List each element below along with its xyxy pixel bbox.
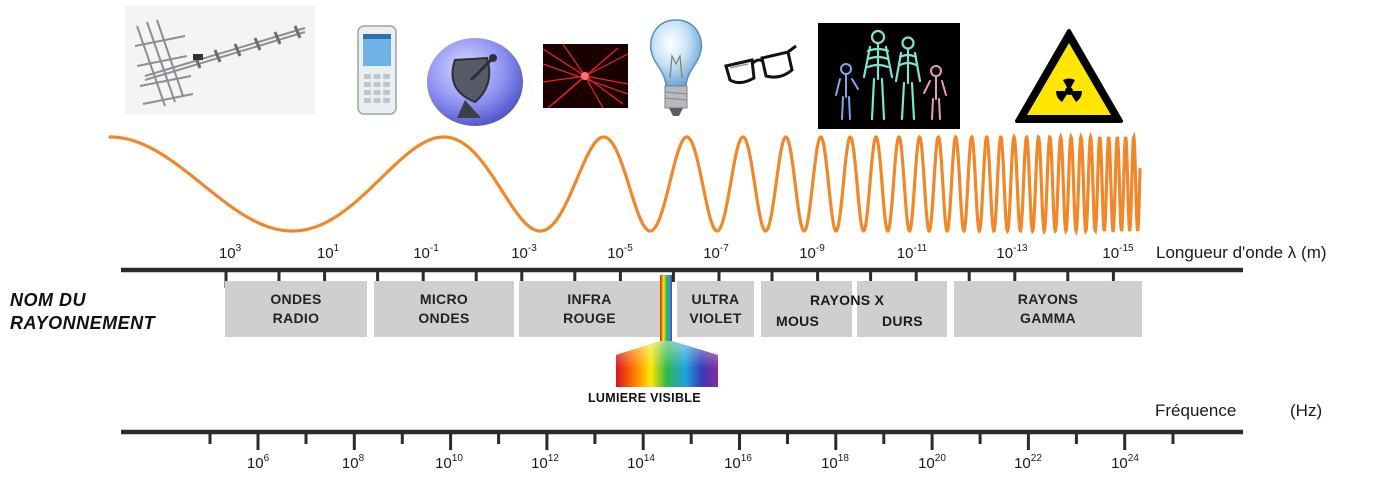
wavelength-tick-label-9: 10-15 <box>1102 243 1134 262</box>
band-infrared: INFRA ROUGE <box>519 281 660 337</box>
radiation-name-title-line-2: RAYONNEMENT <box>10 313 156 333</box>
radiation-warning-icon <box>1015 29 1123 123</box>
frequency-tick-label-8: 1022 <box>1014 453 1042 472</box>
laser-icon <box>543 44 628 108</box>
frequency-tick-label-6: 1018 <box>821 453 849 472</box>
frequency-tick-label-4: 1014 <box>627 453 655 472</box>
band-gamma-rays: RAYONS GAMMA <box>954 281 1142 337</box>
frequency-tick-label-9: 1024 <box>1111 453 1139 472</box>
band-xrays-soft-label: MOUS <box>776 313 820 329</box>
frequency-axis <box>121 429 1243 450</box>
electromagnetic-wave <box>108 131 1142 236</box>
wavelength-axis-title: Longueur d'onde λ (m) <box>1156 243 1327 262</box>
wavelength-tick-label-2: 10-1 <box>413 243 439 262</box>
radiation-name-title-line-1: NOM DU <box>10 290 86 310</box>
visible-light-label: LUMIERE VISIBLE <box>588 391 701 405</box>
frequency-tick-label-2: 1010 <box>435 453 463 472</box>
satellite-dish-icon <box>427 38 523 126</box>
band-microwaves: MICRO ONDES <box>374 281 514 337</box>
light-bulb-icon <box>649 19 703 116</box>
mobile-phone-icon <box>357 25 397 115</box>
frequency-axis-unit: (Hz) <box>1290 401 1323 420</box>
frequency-tick-label-7: 1020 <box>918 453 946 472</box>
band-radio-waves: ONDES RADIO <box>225 281 367 337</box>
band-xrays-hard <box>857 281 947 337</box>
tv-antenna-icon <box>125 6 315 114</box>
frequency-tick-label-5: 1016 <box>724 453 752 472</box>
band-xrays-soft <box>761 281 852 337</box>
band-xrays-title: RAYONS X <box>810 292 885 308</box>
glasses-icon <box>724 44 797 85</box>
xray-skeleton-icon <box>818 23 960 129</box>
wavelength-tick-label-1: 101 <box>316 243 340 262</box>
frequency-axis-title: Fréquence <box>1155 401 1237 420</box>
wavelength-tick-label-0: 103 <box>218 243 242 262</box>
frequency-tick-label-3: 1012 <box>531 453 559 472</box>
wavelength-tick-label-7: 10-11 <box>896 243 928 262</box>
frequency-tick-label-0: 106 <box>246 453 270 472</box>
radiation-name-title: NOM DU RAYONNEMENT <box>10 289 155 335</box>
wavelength-tick-label-3: 10-3 <box>511 243 537 262</box>
wavelength-tick-label-5: 10-7 <box>703 243 729 262</box>
wave-path <box>108 131 1142 236</box>
wavelength-tick-label-6: 10-9 <box>799 243 825 262</box>
frequency-tick-label-1: 108 <box>341 453 365 472</box>
visible-spectrum <box>616 275 718 387</box>
wavelength-tick-label-8: 10-13 <box>996 243 1028 262</box>
band-xrays-hard-label: DURS <box>882 313 923 329</box>
band-ultraviolet: ULTRA VIOLET <box>677 281 754 337</box>
wavelength-tick-label-4: 10-5 <box>607 243 633 262</box>
